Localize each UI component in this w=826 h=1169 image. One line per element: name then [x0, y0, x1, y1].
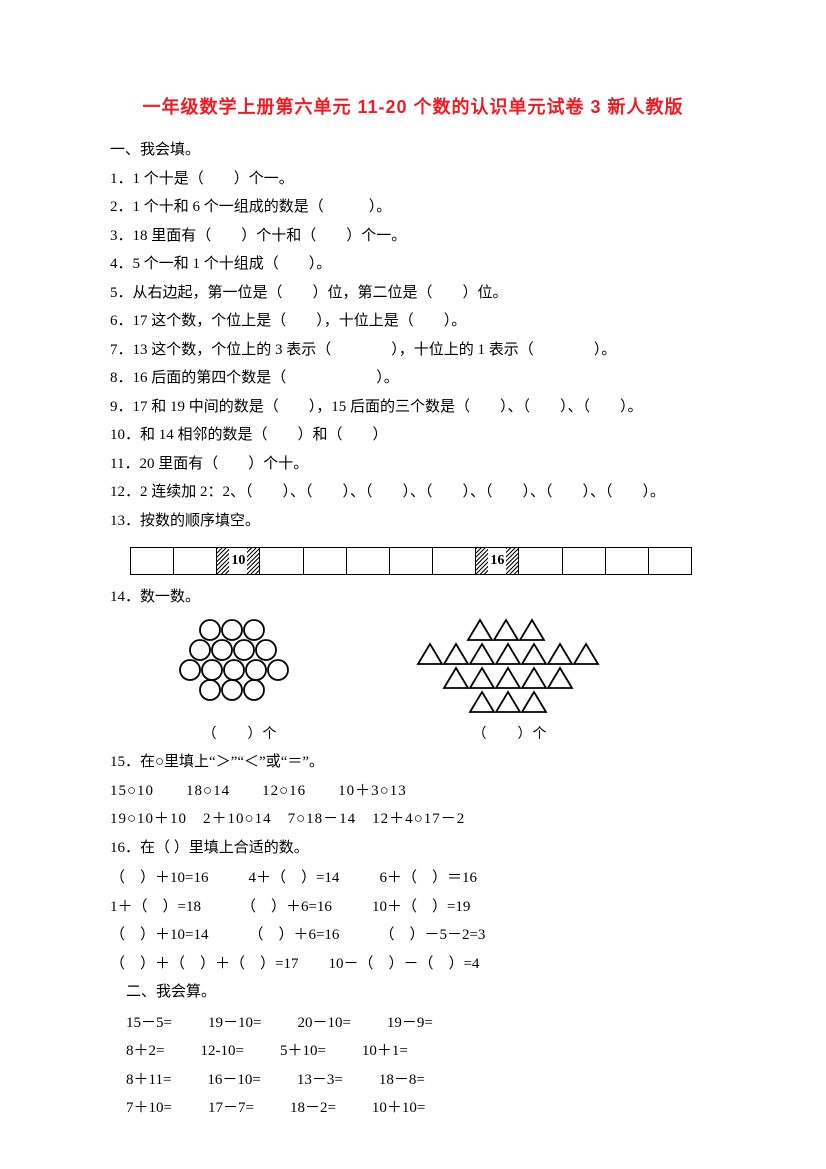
q5: 5．从右边起，第一位是（ ）位，第二位是（ ）位。: [110, 279, 716, 308]
q2: 2．1 个十和 6 个一组成的数是（ ）。: [110, 193, 716, 222]
eq: 6＋（ ）＝16: [379, 864, 477, 893]
q10: 10．和 14 相邻的数是（ ）和（ ）: [110, 421, 716, 450]
calc: 20－10=: [297, 1009, 350, 1038]
eq: （ ）＋10=14: [110, 921, 208, 950]
strip-cell: [606, 548, 649, 574]
strip-cell: [433, 548, 476, 574]
calc: 5＋10=: [280, 1037, 326, 1066]
q8: 8．16 后面的第四个数是（ ）。: [110, 364, 716, 393]
calc: 8＋11=: [126, 1066, 171, 1095]
section-1-heading: 一、我会填。: [110, 136, 716, 165]
count-caption-right: （ ）个: [410, 722, 610, 749]
eq: （ ）＋6=16: [241, 893, 332, 922]
strip-cell: [174, 548, 217, 574]
strip-cell-10: 10: [217, 548, 260, 574]
q16: 16．在（ ）里填上合适的数。: [110, 834, 716, 863]
page-title: 一年级数学上册第六单元 11-20 个数的认识单元试卷 3 新人教版: [110, 90, 716, 124]
calc: 16－10=: [207, 1066, 260, 1095]
eq: （ ）＋10=16: [110, 864, 208, 893]
calc: 8＋2=: [126, 1037, 164, 1066]
section-2-heading: 二、我会算。: [126, 978, 716, 1007]
q1: 1．1 个十是（ ）个一。: [110, 165, 716, 194]
strip-cell: [563, 548, 606, 574]
q12: 12．2 连续加 2：2、（ ）、（ ）、（ ）、（ ）、（ ）、（ ）、（ ）…: [110, 478, 716, 507]
count-caption-left: （ ）个: [170, 722, 310, 749]
q3: 3．18 里面有（ ）个十和（ ）个一。: [110, 222, 716, 251]
q14: 14．数一数。: [110, 583, 716, 612]
calc: 18－2=: [290, 1094, 336, 1123]
strip-cell: [260, 548, 303, 574]
calc: 7＋10=: [126, 1094, 172, 1123]
q11: 11．20 里面有（ ）个十。: [110, 450, 716, 479]
q13: 13．按数的顺序填空。: [110, 507, 716, 536]
triangle-cluster: （ ）个: [410, 616, 610, 749]
calc: 19－10=: [208, 1009, 261, 1038]
compare-line-1: 15○10 18○14 12○16 10＋3○13: [110, 777, 716, 806]
eq: （ ）＋6=16: [248, 921, 339, 950]
calc: 17－7=: [208, 1094, 254, 1123]
eq: 4＋（ ）=14: [248, 864, 339, 893]
eq: 1＋（ ）=18: [110, 893, 201, 922]
calc: 15－5=: [126, 1009, 172, 1038]
eq: （ ）＋（ ）＋（ ）=17 10－（ ）－（ ）=4: [110, 950, 479, 979]
strip-cell: [304, 548, 347, 574]
strip-cell: [131, 548, 174, 574]
strip-cell: [519, 548, 562, 574]
strip-cell: [390, 548, 433, 574]
calc: 10＋10=: [372, 1094, 425, 1123]
compare-line-2: 19○10＋10 2＋10○14 7○18－14 12＋4○17－2: [110, 805, 716, 834]
calc-equations: 15－5= 19－10= 20－10= 19－9= 8＋2= 12-10= 5＋…: [126, 1009, 716, 1123]
q4: 4．5 个一和 1 个十组成（ ）。: [110, 250, 716, 279]
fill-equations: （ ）＋10=16 4＋（ ）=14 6＋（ ）＝16 1＋（ ）=18 （ ）…: [110, 864, 716, 978]
strip-cell: [347, 548, 390, 574]
circle-cluster: （ ）个: [170, 616, 310, 749]
q9: 9．17 和 19 中间的数是（ ），15 后面的三个数是（ ）、（ ）、（ ）…: [110, 393, 716, 422]
number-strip: 10 16: [110, 547, 716, 575]
q15: 15．在○里填上“＞”“＜”或“＝”。: [110, 748, 716, 777]
eq: 10＋（ ）=19: [372, 893, 470, 922]
calc: 10＋1=: [362, 1037, 408, 1066]
eq: （ ）－5－2=3: [379, 921, 485, 950]
calc: 19－9=: [387, 1009, 433, 1038]
calc: 18－8=: [379, 1066, 425, 1095]
calc: 13－3=: [297, 1066, 343, 1095]
strip-cell-16: 16: [476, 548, 519, 574]
calc: 12-10=: [200, 1037, 243, 1066]
q6: 6．17 这个数，个位上是（ ），十位上是（ ）。: [110, 307, 716, 336]
strip-cell: [649, 548, 691, 574]
q7: 7．13 这个数，个位上的 3 表示（ ），十位上的 1 表示（ ）。: [110, 336, 716, 365]
